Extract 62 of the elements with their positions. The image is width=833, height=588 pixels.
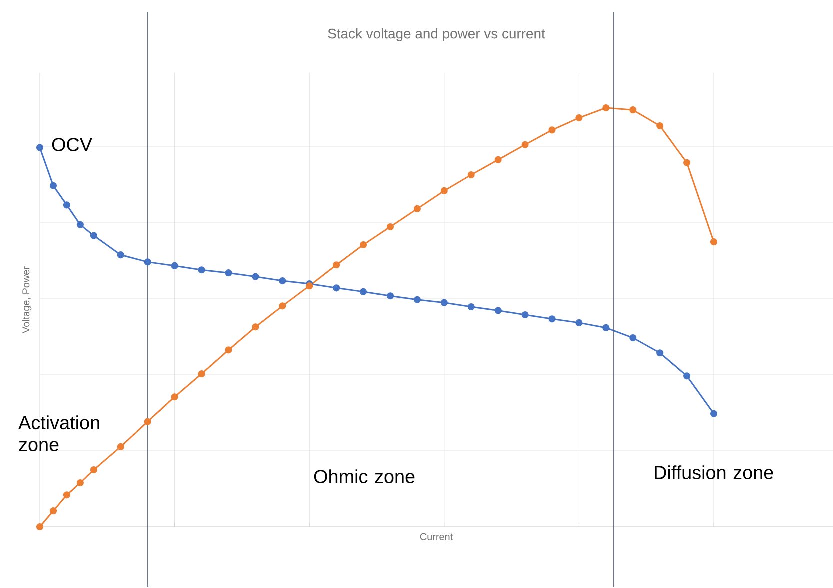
point (548, 126, 556, 134)
point (630, 334, 637, 342)
point (198, 370, 206, 378)
point (710, 238, 718, 246)
point (386, 223, 394, 231)
point (50, 508, 58, 515)
point (306, 282, 314, 290)
point (522, 141, 529, 148)
point (656, 122, 664, 130)
point (171, 394, 178, 401)
point (333, 262, 340, 269)
point (684, 372, 691, 380)
point (144, 258, 152, 266)
point (360, 241, 368, 249)
point (602, 324, 610, 332)
point (252, 273, 260, 280)
point (576, 319, 583, 326)
point (36, 144, 44, 152)
annotation: OCV (52, 138, 92, 152)
point (63, 492, 70, 499)
x-axis-title: Current (420, 533, 454, 540)
point (252, 324, 260, 331)
point (333, 284, 340, 292)
point (50, 182, 58, 190)
y-axis-title: Voltage, Power (22, 266, 32, 334)
point (117, 252, 124, 259)
point (440, 299, 448, 306)
point (63, 202, 70, 209)
point (198, 266, 206, 274)
point (360, 288, 368, 296)
point (279, 278, 286, 285)
point (76, 221, 84, 228)
point (144, 418, 152, 426)
point (440, 187, 448, 194)
point (225, 270, 232, 277)
point (386, 292, 394, 300)
point (684, 159, 691, 166)
point (656, 350, 664, 357)
point (36, 523, 44, 531)
annotation: Diffusion zone (655, 466, 774, 480)
point (225, 346, 232, 354)
point (710, 410, 718, 418)
point (468, 171, 475, 179)
point (494, 307, 502, 314)
annotation: Activation zone (18, 416, 100, 452)
point (548, 316, 556, 323)
point (414, 205, 421, 213)
point (494, 156, 502, 164)
point (468, 303, 475, 311)
point (576, 114, 583, 122)
point (171, 262, 178, 270)
chart-title: Stack voltage and power vs current (328, 28, 546, 42)
point (76, 479, 84, 487)
annotation: Ohmic zone (314, 470, 415, 484)
point (279, 302, 286, 310)
point (630, 106, 637, 114)
point (90, 232, 98, 240)
point (522, 311, 529, 319)
point (414, 296, 421, 304)
point (117, 443, 124, 451)
point (602, 104, 610, 112)
point (90, 466, 98, 474)
